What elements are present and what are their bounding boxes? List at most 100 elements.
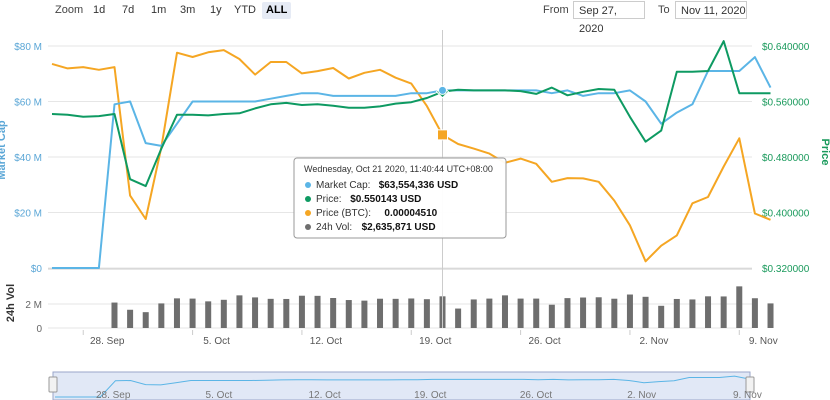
navigator[interactable]: 28. Sep 5. Oct 12. Oct 19. Oct 26. Oct 2. Nov… bbox=[48, 371, 762, 400]
volume-bar bbox=[564, 298, 571, 328]
tooltip-row-value: $63,554,336 USD bbox=[379, 180, 459, 191]
volume-bar bbox=[330, 298, 337, 328]
tooltip: Wednesday, Oct 21 2020, 11:40:44 UTC+08:… bbox=[293, 157, 507, 239]
volume-bar bbox=[205, 301, 212, 328]
navigator-tick-label: 2. Nov bbox=[627, 390, 656, 400]
y-tick-label: $0.480000 bbox=[762, 153, 810, 164]
y-tick-label: 0 bbox=[36, 324, 42, 335]
zoom-all-button[interactable]: ALL bbox=[262, 2, 292, 19]
volume-bar bbox=[501, 295, 508, 328]
tooltip-dot bbox=[305, 196, 311, 202]
tooltip-row-value: $2,635,871 USD bbox=[362, 222, 436, 233]
volume-bar bbox=[486, 298, 493, 328]
navigator-line bbox=[55, 375, 750, 398]
volume-bar bbox=[642, 296, 649, 328]
series-lines bbox=[51, 40, 772, 269]
tooltip-box bbox=[293, 157, 507, 239]
volume-bar bbox=[720, 296, 727, 328]
volume-bar bbox=[580, 297, 587, 328]
tooltip-row-label: Price: bbox=[316, 194, 342, 205]
volume-bar bbox=[767, 303, 774, 328]
y-tick-label: $40 M bbox=[14, 153, 42, 164]
volume-bar bbox=[267, 298, 274, 328]
volume-bar bbox=[252, 297, 259, 328]
y-tick-label: $20 M bbox=[14, 209, 42, 220]
market-cap-marker bbox=[438, 85, 447, 95]
x-tick-label: 2. Nov bbox=[639, 336, 668, 347]
tooltip-dot bbox=[305, 224, 311, 230]
volume-bar bbox=[533, 298, 540, 328]
x-tick-label: 5. Oct bbox=[203, 336, 230, 347]
y-tick-label: $60 M bbox=[14, 98, 42, 109]
y-axis-title: 24h Vol bbox=[5, 284, 17, 322]
zoom-1d-button[interactable]: 1d bbox=[93, 4, 106, 16]
volume-bar bbox=[158, 303, 165, 328]
tooltip-row-label: Price (BTC): bbox=[316, 208, 371, 219]
tooltip-row-label: Market Cap: bbox=[316, 180, 370, 191]
volume-bar bbox=[283, 298, 290, 328]
range-toolbar: Zoom 1d 7d 1m 3m 1y YTD ALL From Sep 27,… bbox=[0, 0, 830, 35]
volume-bar bbox=[455, 308, 462, 328]
y-tick-label: $0.640000 bbox=[762, 42, 810, 53]
to-date-input[interactable]: Nov 11, 2020 bbox=[675, 1, 747, 19]
volume-bar bbox=[173, 298, 180, 328]
navigator-tick-label: 12. Oct bbox=[308, 390, 340, 400]
volume-bar bbox=[345, 300, 352, 328]
volume-bars bbox=[111, 286, 774, 328]
navigator-tick-label: 19. Oct bbox=[414, 390, 446, 400]
navigator-tick-label: 26. Oct bbox=[520, 390, 552, 400]
x-tick-label: 9. Nov bbox=[749, 336, 778, 347]
volume-bar bbox=[673, 298, 680, 328]
tooltip-dot bbox=[305, 210, 311, 216]
axis-labels: $0 $20 M $40 M $60 M $80 M Market Cap $0.32000… bbox=[0, 42, 830, 347]
navigator-handle bbox=[48, 376, 58, 393]
y-tick-label: $80 M bbox=[14, 42, 42, 53]
volume-bar bbox=[705, 296, 712, 328]
volume-bar bbox=[751, 298, 758, 328]
tooltip-dot bbox=[305, 182, 311, 188]
zoom-1m-button[interactable]: 1m bbox=[151, 4, 167, 16]
x-tick-label: 26. Oct bbox=[528, 336, 560, 347]
volume-bar bbox=[220, 299, 227, 328]
volume-bar bbox=[392, 298, 399, 328]
volume-bar bbox=[377, 298, 384, 328]
y-tick-label: $0.560000 bbox=[762, 98, 810, 109]
y-tick-label: $0 bbox=[31, 264, 43, 275]
volume-bar bbox=[189, 298, 196, 328]
zoom-ytd-button[interactable]: YTD bbox=[234, 4, 256, 16]
volume-bar bbox=[236, 295, 243, 328]
volume-bar bbox=[736, 286, 743, 328]
zoom-label: Zoom bbox=[55, 4, 84, 16]
volume-bar bbox=[595, 297, 602, 328]
y-tick-label: $0.320000 bbox=[762, 264, 810, 275]
x-tick-label: 28. Sep bbox=[90, 336, 125, 347]
price-btc-line bbox=[51, 49, 771, 263]
tooltip-row-label: 24h Vol: bbox=[316, 222, 352, 233]
volume-bar bbox=[423, 299, 430, 328]
price-line bbox=[51, 40, 771, 188]
volume-bar bbox=[408, 298, 415, 328]
volume-bar bbox=[470, 299, 477, 328]
volume-bar bbox=[127, 309, 134, 328]
volume-bar bbox=[517, 298, 524, 328]
to-label: To bbox=[658, 4, 670, 16]
navigator-handle bbox=[745, 376, 755, 393]
from-date-input[interactable]: Sep 27, 2020 bbox=[573, 1, 645, 35]
zoom-3m-button[interactable]: 3m bbox=[180, 4, 196, 16]
volume-bar bbox=[611, 298, 618, 328]
navigator-tick-label: 28. Sep bbox=[96, 390, 131, 400]
tooltip-row-value: 0.00004510 bbox=[384, 208, 437, 219]
tooltip-date: Wednesday, Oct 21 2020, 11:40:44 UTC+08:… bbox=[304, 164, 493, 174]
y-axis-title: Market Cap bbox=[0, 120, 8, 180]
volume-bar bbox=[626, 294, 633, 328]
from-label: From bbox=[543, 4, 569, 16]
x-tick-label: 19. Oct bbox=[419, 336, 451, 347]
volume-bar bbox=[298, 295, 305, 328]
volume-bar bbox=[689, 299, 696, 328]
x-tick-label: 12. Oct bbox=[310, 336, 342, 347]
volume-bar bbox=[111, 302, 118, 328]
market-cap-line bbox=[52, 56, 772, 269]
zoom-7d-button[interactable]: 7d bbox=[122, 4, 135, 16]
zoom-1y-button[interactable]: 1y bbox=[210, 4, 222, 16]
